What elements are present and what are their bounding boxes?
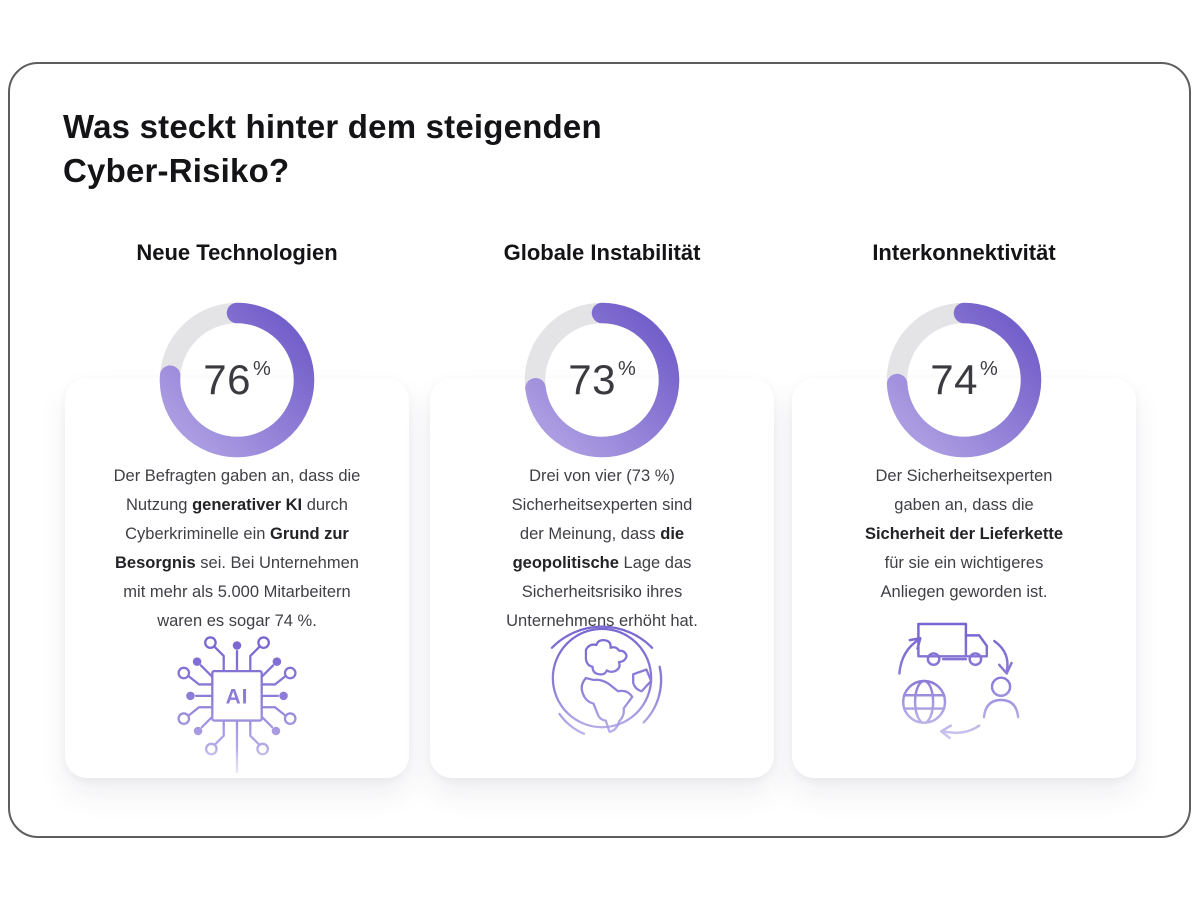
ring-progress [524,302,680,458]
card-globale-instabilitaet: Drei von vier (73 %) Sicherheitsexperten… [430,378,774,778]
card-text: Der Sicherheitsexperten gaben an, dass d… [864,467,1064,602]
percent-sign: % [617,357,636,380]
percent-label: 74 % [886,302,1042,458]
card-heading-interkonnektivitaet: Interkonnektivität [872,240,1056,265]
percent-value: 76 [203,356,251,403]
globe-network-icon [901,679,947,725]
donut-chart-neue-technologien: 76 % [159,302,315,458]
card-text: Der Befragten gaben an, dass die Nutzung… [113,467,361,631]
ring-progress [886,302,1042,458]
ai-chip-label: AI [226,685,249,708]
arrow-bottom-icon [939,724,981,740]
percent-label: 76 % [159,302,315,458]
percent-sign: % [979,357,998,380]
page-title: Was steckt hinter dem steigenden Cyber-R… [63,108,602,189]
card-text: Drei von vier (73 %) Sicherheitsexperten… [506,467,698,631]
percent-value: 73 [568,356,616,403]
arrow-right-icon [993,639,1013,675]
donut-chart-globale-instabilitaet: 73 % [524,302,680,458]
percent-value: 74 [930,356,978,403]
supply-chain-icon [888,614,1040,748]
ai-chip-icon: AI [161,612,313,774]
globe-icon [531,610,673,748]
truck-icon [917,622,989,667]
donut-chart-interkonnektivitaet: 74 % [886,302,1042,458]
percent-sign: % [252,357,271,380]
person-icon [982,676,1020,719]
ring-progress [159,302,315,458]
arrow-left-up-icon [898,637,922,675]
card-heading-neue-technologien: Neue Technologien [136,240,338,265]
card-heading-globale-instabilitaet: Globale Instabilität [503,240,701,265]
percent-label: 73 % [524,302,680,458]
